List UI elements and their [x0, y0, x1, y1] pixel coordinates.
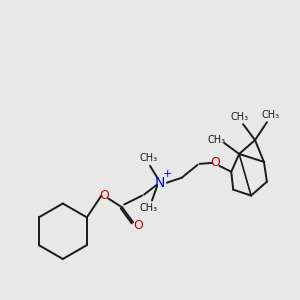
Text: CH₃: CH₃ — [140, 203, 158, 214]
Text: O: O — [211, 156, 220, 170]
Text: CH₃: CH₃ — [262, 110, 280, 120]
Text: O: O — [133, 219, 143, 232]
Text: O: O — [100, 189, 110, 202]
Text: CH₃: CH₃ — [140, 153, 158, 163]
Text: CH₃: CH₃ — [230, 112, 248, 122]
Text: +: + — [163, 169, 172, 179]
Text: N: N — [155, 176, 165, 190]
Text: CH₃: CH₃ — [207, 135, 225, 145]
